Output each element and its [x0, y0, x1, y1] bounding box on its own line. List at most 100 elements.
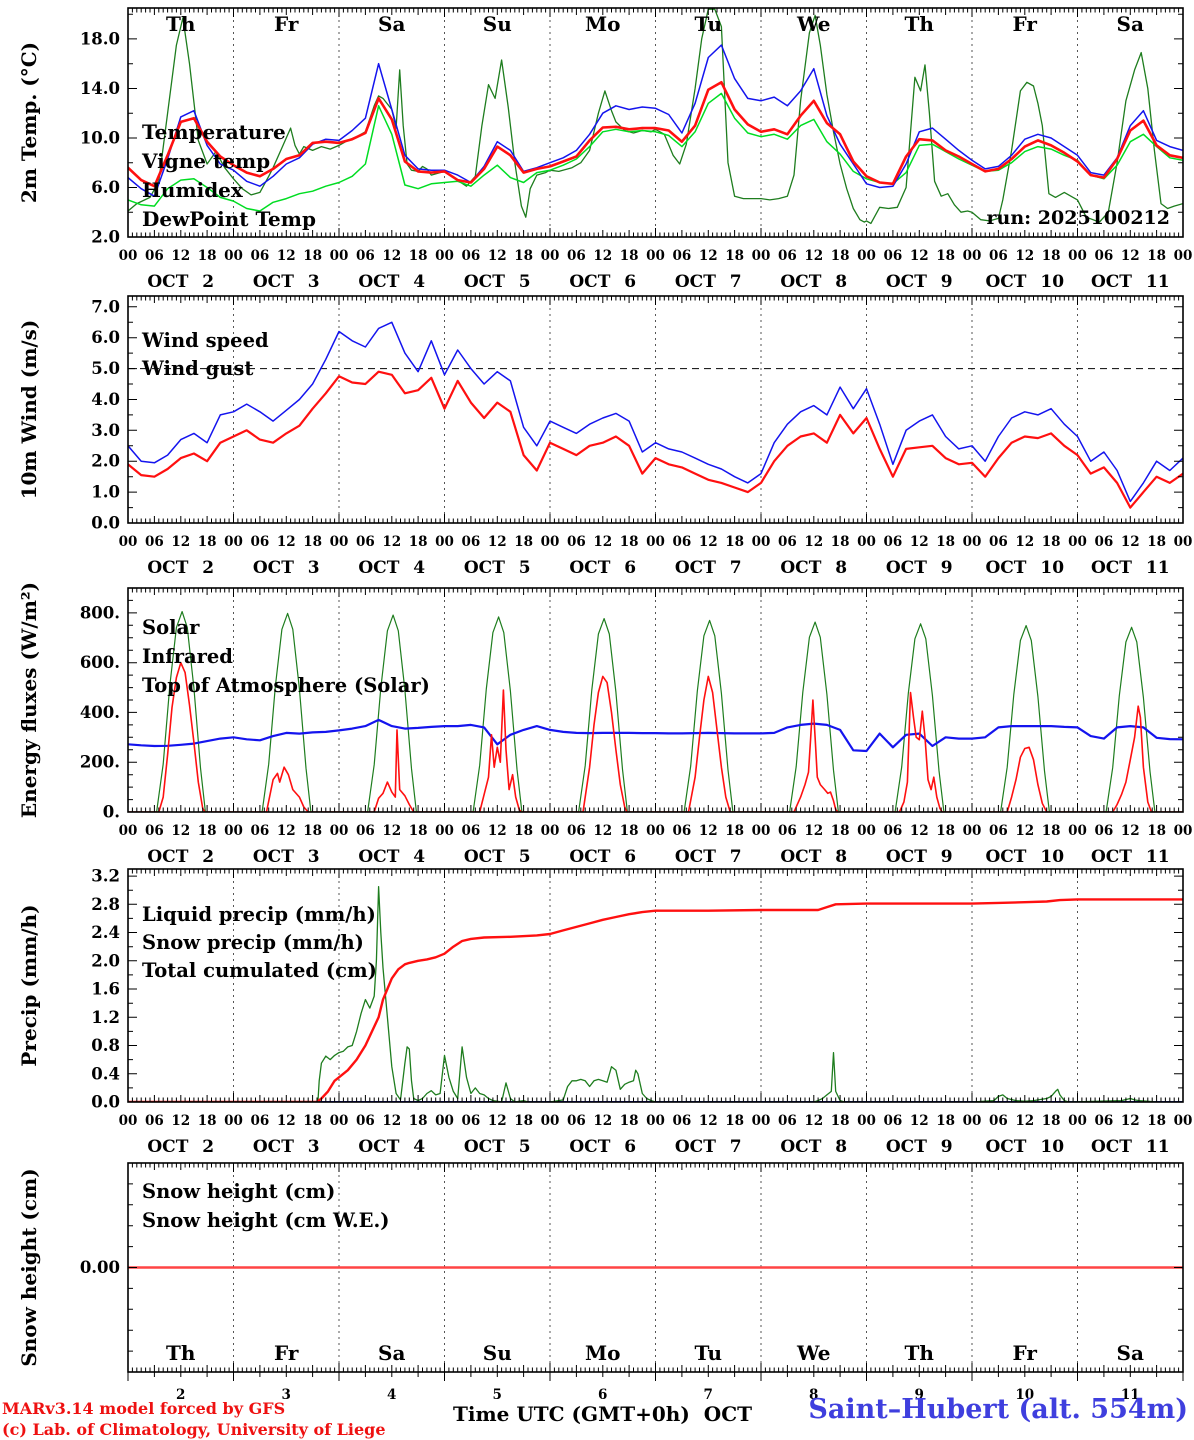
panel-temp: 2.0 6.0 10.0 14.0 18.0 2m Temp. (°C) 00 06 12 18 0…: [17, 7, 1192, 292]
hour-tick-label: 18: [936, 534, 955, 550]
hour-tick-label: 18: [409, 1113, 428, 1129]
date-label: OCT 9: [886, 558, 953, 578]
hour-tick-label: 00: [541, 823, 560, 839]
hour-tick-label: 12: [382, 534, 401, 550]
hour-tick-label: 06: [1094, 248, 1113, 264]
hour-tick-label: 06: [883, 1113, 902, 1129]
hour-tick-label: 12: [171, 823, 190, 839]
hour-tick-label: 18: [1042, 823, 1061, 839]
hour-tick-label: 12: [1121, 534, 1140, 550]
hour-tick-label: 06: [989, 1113, 1008, 1129]
tick-marks: [127, 588, 1184, 813]
hour-tick-label: 00: [1174, 823, 1193, 839]
hour-tick-label: 18: [409, 248, 428, 264]
weekday-label: Tu: [694, 12, 722, 36]
hour-tick-label: 18: [198, 248, 217, 264]
solar-line: [128, 661, 1183, 812]
weekday-label: Su: [483, 1341, 512, 1365]
hour-tick-label: 12: [1015, 248, 1034, 264]
y-tick-label: 800.: [80, 603, 120, 622]
date-label: OCT 6: [569, 558, 636, 578]
hour-tick-label: 12: [1015, 534, 1034, 550]
date-label: OCT 7: [675, 558, 742, 578]
weekday-label: Sa: [378, 1341, 405, 1365]
hour-tick-label: 00: [646, 1113, 665, 1129]
hour-tick-label: 18: [514, 1113, 533, 1129]
date-label: OCT 3: [253, 847, 320, 867]
hour-tick-label: 18: [198, 823, 217, 839]
hour-tick-label: 18: [1042, 1113, 1061, 1129]
y-tick-label: 3.0: [91, 421, 120, 440]
y-tick-label: 0.8: [91, 1036, 120, 1055]
hour-tick-label: 06: [461, 1113, 480, 1129]
date-label: OCT 9: [886, 847, 953, 867]
y-tick-label: 2.8: [91, 895, 120, 914]
hour-tick-label: 12: [277, 248, 296, 264]
weekday-label: We: [796, 1341, 831, 1365]
y-tick-label: 0.00: [80, 1258, 120, 1277]
y-tick-label: 2.0: [91, 452, 120, 471]
hour-tick-label: 06: [883, 534, 902, 550]
y-axis-label: 2m Temp. (°C): [17, 42, 41, 203]
hour-tick-label: 06: [461, 534, 480, 550]
y-axis-label: Energy fluxes (W/m²): [17, 582, 41, 818]
hour-tick-label: 12: [277, 823, 296, 839]
legend-snow-precip-mm-h-: Snow precip (mm/h): [142, 931, 364, 954]
weekday-label: Tu: [694, 1341, 722, 1365]
hour-tick-label: 06: [356, 1113, 375, 1129]
date-label: OCT 10: [985, 1137, 1064, 1157]
hour-tick-label: 18: [1042, 534, 1061, 550]
hour-tick-label: 00: [119, 534, 138, 550]
hour-tick-label: 12: [804, 534, 823, 550]
tick-marks: [127, 869, 1184, 1103]
hour-tick-label: 12: [910, 823, 929, 839]
hour-tick-label: 12: [488, 823, 507, 839]
y-tick-label: 18.0: [80, 29, 120, 48]
hour-tick-label: 12: [171, 248, 190, 264]
date-label: OCT 2: [147, 847, 214, 867]
hour-tick-label: 12: [277, 534, 296, 550]
y-axis-label: Precip (mm/h): [17, 904, 41, 1066]
date-label: OCT 5: [464, 847, 531, 867]
hour-tick-label: 18: [620, 823, 639, 839]
date-label: OCT 9: [886, 272, 953, 292]
hour-tick-label: 06: [778, 1113, 797, 1129]
hour-tick-label: 00: [119, 823, 138, 839]
y-axis-label: 10m Wind (m/s): [17, 320, 41, 500]
hour-tick-label: 06: [145, 534, 164, 550]
date-label: OCT 6: [569, 1137, 636, 1157]
hour-tick-label: 12: [804, 248, 823, 264]
hour-tick-label: 06: [778, 248, 797, 264]
day-number-label: 9: [915, 1387, 924, 1403]
date-label: OCT 5: [464, 558, 531, 578]
y-tick-label: 4.0: [91, 390, 120, 409]
hour-tick-label: 12: [1121, 248, 1140, 264]
hour-tick-label: 18: [1147, 534, 1166, 550]
hour-tick-label: 00: [330, 1113, 349, 1129]
hour-tick-label: 06: [567, 534, 586, 550]
hour-tick-label: 12: [593, 1113, 612, 1129]
hour-tick-label: 06: [1094, 534, 1113, 550]
hour-tick-label: 00: [963, 1113, 982, 1129]
hour-tick-label: 00: [857, 823, 876, 839]
hour-tick-label: 00: [1068, 534, 1087, 550]
y-tick-label: 0.0: [91, 514, 120, 533]
legend-liquid-precip-mm-h-: Liquid precip (mm/h): [142, 903, 376, 926]
hour-tick-label: 12: [910, 1113, 929, 1129]
hour-tick-label: 18: [936, 248, 955, 264]
day-number-label: 11: [1121, 1387, 1140, 1403]
weekday-label: Sa: [1117, 12, 1144, 36]
hour-tick-label: 06: [883, 823, 902, 839]
hour-tick-label: 18: [198, 1113, 217, 1129]
hour-tick-label: 18: [725, 534, 744, 550]
hour-tick-label: 00: [119, 1113, 138, 1129]
date-label: OCT 5: [464, 272, 531, 292]
date-label: OCT 11: [1091, 1137, 1170, 1157]
humidex-line: [128, 44, 1183, 197]
hour-tick-label: 18: [1147, 248, 1166, 264]
y-tick-label: 600.: [80, 653, 120, 672]
date-label: OCT 4: [358, 558, 425, 578]
hour-tick-label: 06: [672, 248, 691, 264]
weekday-label: Fr: [274, 12, 299, 36]
